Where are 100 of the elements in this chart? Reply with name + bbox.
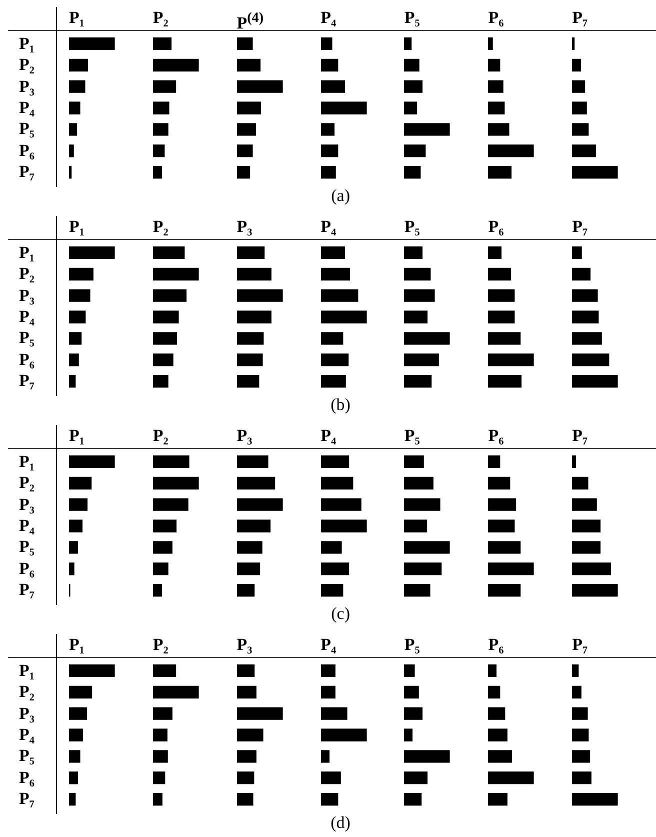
bar [572, 498, 598, 511]
text: (b) [330, 395, 352, 415]
bar [572, 80, 586, 93]
bar [488, 246, 502, 260]
bar [320, 664, 335, 678]
chart-title: P₁ [69, 426, 84, 446]
chart-title: P₄ [320, 8, 336, 28]
bar [152, 707, 172, 720]
chart-title: P₇ [572, 635, 588, 655]
y-tick-label: P₁ [19, 242, 34, 263]
bar [572, 686, 582, 698]
y-tick-label: P₄ [19, 98, 34, 118]
bar [320, 80, 345, 93]
bar [152, 310, 179, 324]
bar [320, 310, 366, 324]
bar [320, 332, 343, 345]
chart-title: P₅ [404, 635, 420, 655]
y-tick-label: P₇ [19, 580, 34, 600]
bar [236, 792, 253, 806]
y-tick-label: P₁ [19, 34, 34, 54]
bar [488, 123, 510, 136]
chart-title: P₂ [152, 635, 168, 655]
bar [236, 289, 283, 302]
bar [236, 562, 260, 576]
bar [404, 332, 450, 345]
bar [69, 166, 72, 179]
bar [69, 541, 78, 554]
chart-title: P₃ [236, 635, 252, 655]
y-tick-label: P₇ [19, 162, 34, 182]
chart-title: P₁ [69, 8, 84, 28]
bar [152, 37, 172, 50]
bar [488, 562, 534, 576]
bar [152, 289, 186, 302]
chart-title: P₃ [236, 217, 252, 237]
y-tick-label: P₆ [19, 558, 34, 579]
y-tick-label: P₄ [19, 307, 34, 327]
bar [236, 80, 283, 93]
y-tick-label: P₆ [19, 350, 34, 370]
bar [236, 664, 254, 678]
bar [152, 246, 185, 260]
bar [572, 354, 610, 366]
bar [236, 476, 275, 490]
bar [488, 707, 506, 720]
bar [488, 58, 500, 72]
bar [69, 289, 90, 302]
bar [320, 374, 346, 388]
chart-title: P₂ [152, 217, 168, 237]
bar [320, 707, 347, 720]
bar [572, 750, 590, 763]
bar [152, 750, 168, 763]
bar [236, 37, 252, 50]
bar [320, 772, 340, 784]
bar [152, 58, 199, 72]
bar [404, 455, 424, 468]
bar [488, 498, 516, 511]
bar [488, 102, 505, 114]
bar [152, 541, 172, 554]
bar [69, 772, 78, 784]
bar [320, 289, 358, 302]
bar [236, 102, 261, 114]
y-tick-label: P₅ [19, 119, 34, 140]
bar [488, 455, 500, 468]
y-tick-label: P₆ [19, 768, 34, 788]
bar [488, 354, 534, 366]
bar [320, 58, 338, 72]
bar [152, 144, 165, 158]
bar [152, 80, 176, 93]
bar [69, 102, 80, 114]
y-tick-label: P₇ [19, 371, 34, 392]
bar [320, 541, 342, 554]
y-tick-label: P₂ [19, 55, 34, 76]
bar [320, 37, 332, 50]
bar [404, 664, 416, 678]
bar [69, 520, 83, 532]
bar [69, 58, 88, 72]
bar [69, 750, 80, 763]
chart-title: P$^{(4)}$ [236, 9, 264, 34]
bar [404, 750, 450, 763]
bar [488, 144, 534, 158]
bar [572, 455, 576, 468]
bar [236, 728, 263, 742]
bar [236, 332, 264, 345]
text: (d) [330, 813, 352, 833]
y-tick-label: P₄ [19, 516, 34, 536]
bar [236, 374, 259, 388]
bar [236, 584, 254, 597]
bar [152, 476, 199, 490]
bar [488, 268, 512, 280]
bar [69, 562, 74, 576]
chart-title: P₁ [69, 635, 84, 655]
chart-title: P₇ [572, 217, 588, 237]
bar [572, 541, 601, 554]
bar [236, 268, 272, 280]
chart-title: P₂ [152, 8, 168, 28]
bar [404, 707, 423, 720]
bar [320, 728, 366, 742]
bar [572, 707, 588, 720]
bar [404, 80, 423, 93]
bar [69, 728, 83, 742]
bar [404, 792, 422, 806]
